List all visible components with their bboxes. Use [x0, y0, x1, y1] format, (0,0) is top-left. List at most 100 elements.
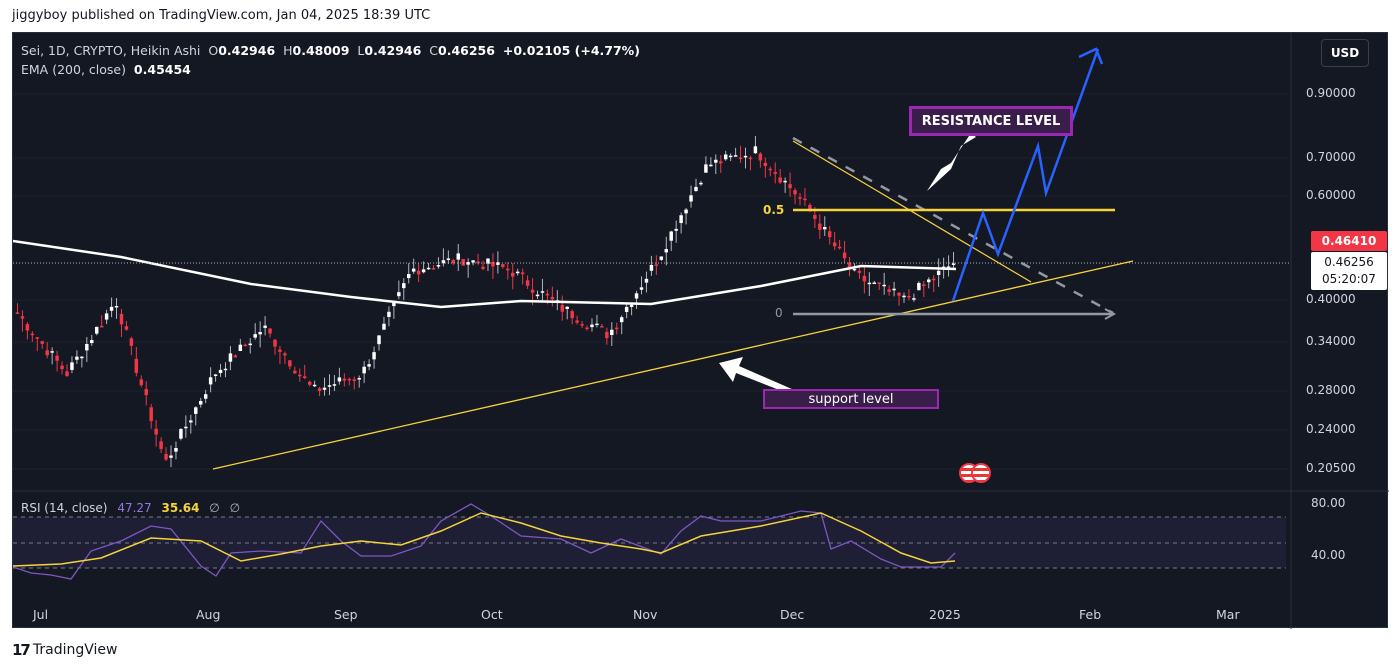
support-trendline — [212, 260, 1134, 470]
candle-body — [144, 389, 148, 396]
candle-body — [218, 369, 223, 374]
candle-body — [307, 381, 312, 385]
candle-body — [263, 325, 267, 328]
candle-body — [15, 312, 20, 314]
candle-body — [738, 157, 743, 160]
candle-body — [288, 360, 292, 367]
rsi-ma-line — [13, 512, 956, 567]
candle-body — [496, 262, 500, 265]
candle-body — [605, 331, 609, 339]
candle-body — [268, 328, 272, 334]
time-tick: Jul — [33, 607, 49, 622]
candle-body — [931, 278, 936, 281]
ema-200-line — [13, 239, 957, 309]
us-flag-event-icon[interactable] — [971, 463, 991, 483]
rsi-label[interactable]: RSI (14, close) — [21, 501, 108, 515]
candle-body — [619, 317, 624, 323]
candle-body — [664, 249, 669, 253]
candle-body — [194, 407, 198, 414]
candle-body — [426, 267, 431, 270]
time-tick: Nov — [633, 607, 658, 622]
candle-body — [243, 344, 248, 347]
candle-body — [114, 305, 119, 308]
candle-body — [179, 429, 183, 439]
publish-info: jiggyboy published on TradingView.com, J… — [12, 8, 431, 23]
chart-panel[interactable]: Sei, 1D, CRYPTO, Heikin Ashi O0.42946 H0… — [12, 32, 1389, 629]
rsi-legend: RSI (14, close) 47.27 35.64 ∅ ∅ — [21, 501, 241, 515]
candle-body — [778, 177, 782, 183]
candle-body — [763, 162, 768, 167]
candle-body — [461, 259, 465, 266]
candle-body — [699, 182, 703, 185]
candle-body — [803, 198, 807, 201]
candle-body — [164, 454, 168, 460]
tradingview-logo[interactable]: 17 TradingView — [12, 641, 118, 659]
candle-body — [471, 260, 475, 263]
candle-body — [743, 155, 748, 158]
currency-button[interactable]: USD — [1321, 39, 1369, 67]
candle-body — [397, 292, 401, 297]
fib-0.5-label: 0.5 — [763, 203, 785, 217]
candle-body — [65, 371, 69, 376]
candle-body — [283, 353, 287, 356]
candle-body — [367, 364, 371, 367]
candle-body — [550, 296, 555, 300]
candle-body — [357, 378, 361, 380]
candle-body — [476, 261, 480, 264]
candle-body — [421, 269, 426, 273]
candle-body — [862, 275, 867, 282]
candle-body — [892, 288, 896, 291]
candle-body — [842, 252, 847, 259]
candle-body — [877, 282, 881, 284]
candle-body — [922, 284, 926, 286]
candle-body — [818, 223, 822, 230]
candle-body — [337, 377, 342, 382]
candle-body — [387, 311, 391, 317]
symbol-info[interactable]: Sei, 1D, CRYPTO, Heikin Ashi — [21, 43, 201, 58]
candle-body — [897, 292, 901, 296]
candle-body — [654, 264, 659, 266]
candle-body — [515, 271, 520, 274]
candle-body — [124, 326, 129, 330]
resistance-trendline — [792, 140, 1032, 283]
change-value: +0.02105 (+4.77%) — [502, 43, 640, 58]
candle-body — [788, 184, 792, 189]
candle-body — [372, 352, 376, 360]
candle-body — [189, 420, 193, 423]
candle-body — [45, 350, 49, 356]
candle-body — [912, 298, 916, 300]
candle-body — [570, 311, 574, 319]
candle-body — [902, 295, 906, 298]
candle-body — [719, 161, 723, 164]
candle-body — [228, 353, 233, 362]
candle-body — [585, 327, 589, 330]
candle-body — [580, 324, 584, 326]
candle-body — [134, 358, 139, 373]
candle-body — [119, 313, 124, 325]
candle-body — [332, 384, 337, 386]
candle-body — [501, 264, 505, 268]
candle-body — [773, 172, 777, 174]
open-value: 0.42946 — [218, 43, 276, 58]
candle-body — [317, 388, 322, 391]
candle-body — [540, 291, 545, 293]
candle-body — [342, 378, 347, 381]
candle-body — [748, 157, 753, 160]
candle-body — [352, 379, 356, 381]
candle-body — [872, 282, 877, 285]
candle-body — [139, 379, 144, 386]
candle-body — [451, 260, 456, 264]
candle-body — [109, 306, 114, 311]
rsi-band-background — [13, 517, 1286, 568]
candle-body — [213, 374, 218, 376]
candle-body — [278, 349, 282, 352]
candle-body — [917, 282, 921, 291]
support-level-note[interactable]: support level — [763, 389, 939, 409]
price-chart-canvas[interactable] — [13, 33, 1389, 629]
candle-body — [758, 153, 763, 161]
candle-body — [798, 197, 802, 199]
candle-body — [936, 270, 941, 275]
candle-body — [481, 266, 485, 269]
resistance-level-note[interactable]: RESISTANCE LEVEL — [909, 106, 1073, 136]
ema-label[interactable]: EMA (200, close) — [21, 62, 126, 77]
